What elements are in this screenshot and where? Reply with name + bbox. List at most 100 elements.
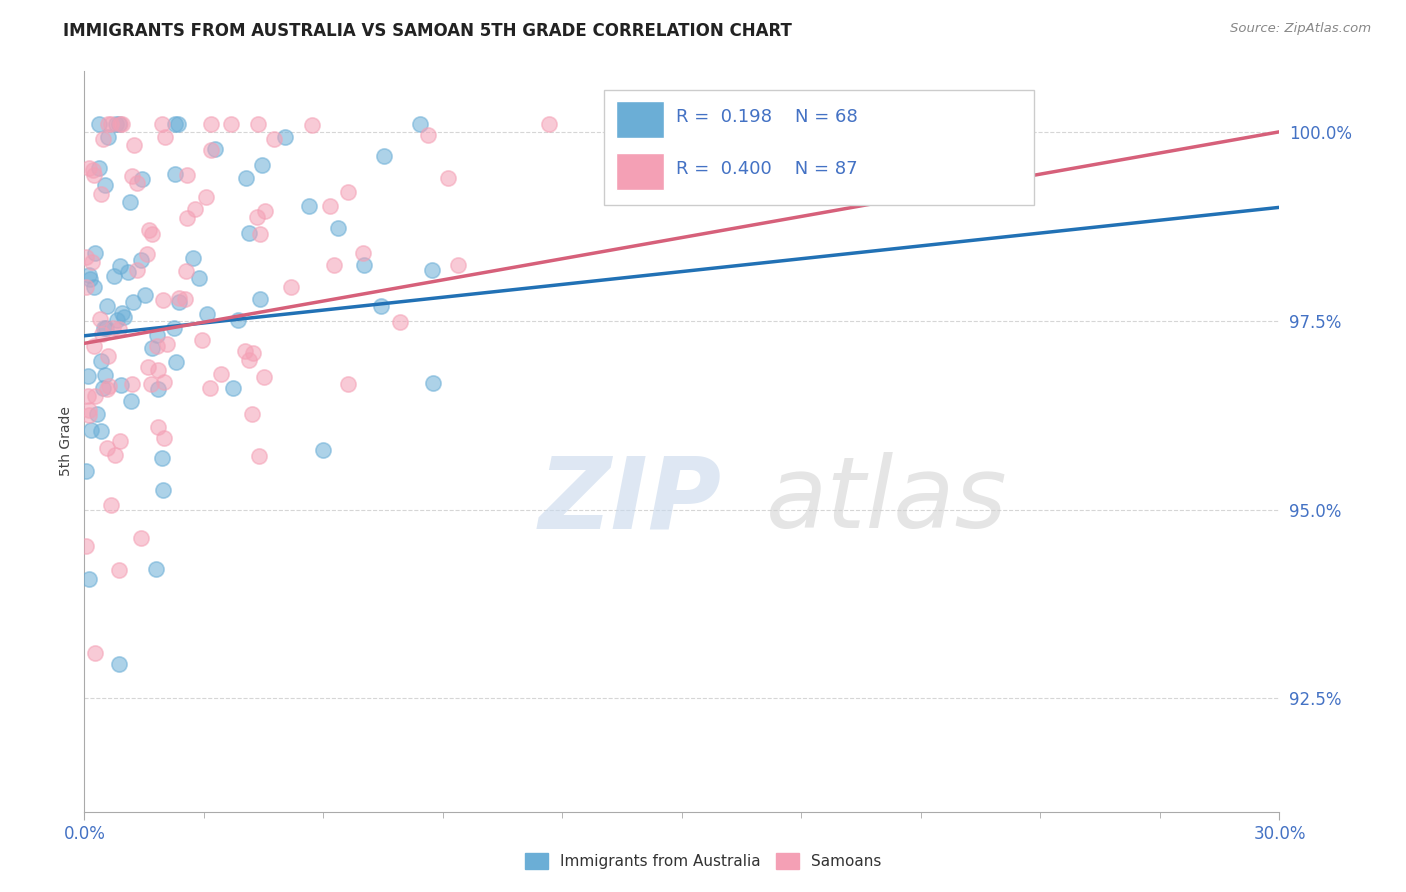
Point — [136, 360, 159, 375]
Point — [538, 117, 561, 131]
Point — [152, 483, 174, 498]
Point — [135, 247, 157, 261]
Point — [247, 449, 270, 463]
Point — [245, 211, 267, 225]
Point — [322, 258, 344, 272]
Point — [110, 306, 132, 320]
Point — [195, 307, 218, 321]
Text: Source: ZipAtlas.com: Source: ZipAtlas.com — [1230, 22, 1371, 36]
Point — [90, 186, 112, 201]
Point — [240, 407, 263, 421]
Text: ZIP: ZIP — [538, 452, 721, 549]
Point — [105, 312, 128, 326]
Point — [79, 403, 101, 417]
Point — [436, 171, 458, 186]
Point — [200, 117, 222, 131]
Point — [104, 117, 127, 131]
Point — [110, 377, 132, 392]
Point — [82, 255, 104, 269]
Point — [83, 168, 105, 182]
Point — [134, 288, 156, 302]
Point — [100, 499, 122, 513]
Point — [233, 343, 256, 358]
Point — [90, 326, 112, 341]
Point — [96, 382, 118, 396]
Point — [79, 271, 101, 285]
Point — [93, 178, 115, 192]
Point — [336, 377, 359, 392]
Point — [409, 117, 432, 131]
Point — [89, 117, 111, 131]
Point — [153, 130, 176, 145]
Point — [328, 220, 350, 235]
Point — [188, 271, 211, 285]
Point — [198, 381, 221, 395]
Point — [129, 252, 152, 267]
Point — [420, 262, 443, 277]
Point — [111, 117, 134, 131]
Point — [238, 353, 260, 368]
Point — [86, 407, 108, 421]
Point — [107, 117, 129, 131]
Point — [90, 425, 112, 439]
Point — [148, 382, 170, 396]
Point — [100, 117, 122, 131]
Point — [156, 337, 179, 351]
Point — [150, 450, 173, 465]
Point — [75, 250, 97, 264]
Point — [242, 346, 264, 360]
Point — [75, 539, 97, 553]
Point — [107, 657, 129, 671]
Point — [77, 268, 100, 283]
Point — [153, 431, 176, 445]
Point — [152, 376, 174, 390]
Point — [200, 144, 222, 158]
Point — [77, 161, 100, 175]
Point — [145, 561, 167, 575]
Point — [176, 168, 198, 182]
Point — [146, 327, 169, 342]
Point — [247, 117, 270, 131]
Point — [238, 226, 260, 240]
Point — [298, 199, 321, 213]
Point — [184, 202, 207, 216]
Point — [129, 532, 152, 546]
Text: R =  0.198    N = 68: R = 0.198 N = 68 — [676, 109, 858, 127]
FancyBboxPatch shape — [616, 101, 664, 138]
Point — [110, 259, 132, 273]
Point — [127, 263, 149, 277]
Point — [80, 423, 103, 437]
Point — [97, 349, 120, 363]
Point — [165, 355, 187, 369]
Point — [76, 389, 98, 403]
Point — [280, 280, 302, 294]
Point — [110, 117, 132, 131]
Point — [174, 264, 197, 278]
Point — [139, 376, 162, 391]
Point — [107, 563, 129, 577]
Point — [108, 322, 131, 336]
Point — [112, 310, 135, 324]
Point — [263, 132, 285, 146]
Point — [90, 353, 112, 368]
Point — [167, 295, 190, 310]
Point — [150, 117, 173, 131]
Point — [76, 368, 98, 383]
Point — [93, 368, 115, 382]
FancyBboxPatch shape — [605, 90, 1035, 204]
Point — [121, 377, 143, 392]
Point — [353, 258, 375, 272]
Point — [165, 117, 187, 131]
Point — [75, 464, 97, 478]
Point — [97, 129, 120, 144]
Point — [416, 128, 439, 142]
Point — [370, 299, 392, 313]
Point — [209, 368, 232, 382]
Point — [103, 269, 125, 284]
Point — [83, 246, 105, 260]
Point — [352, 246, 374, 260]
Point — [98, 379, 121, 393]
Point — [219, 117, 242, 131]
Point — [319, 198, 342, 212]
Point — [138, 222, 160, 236]
